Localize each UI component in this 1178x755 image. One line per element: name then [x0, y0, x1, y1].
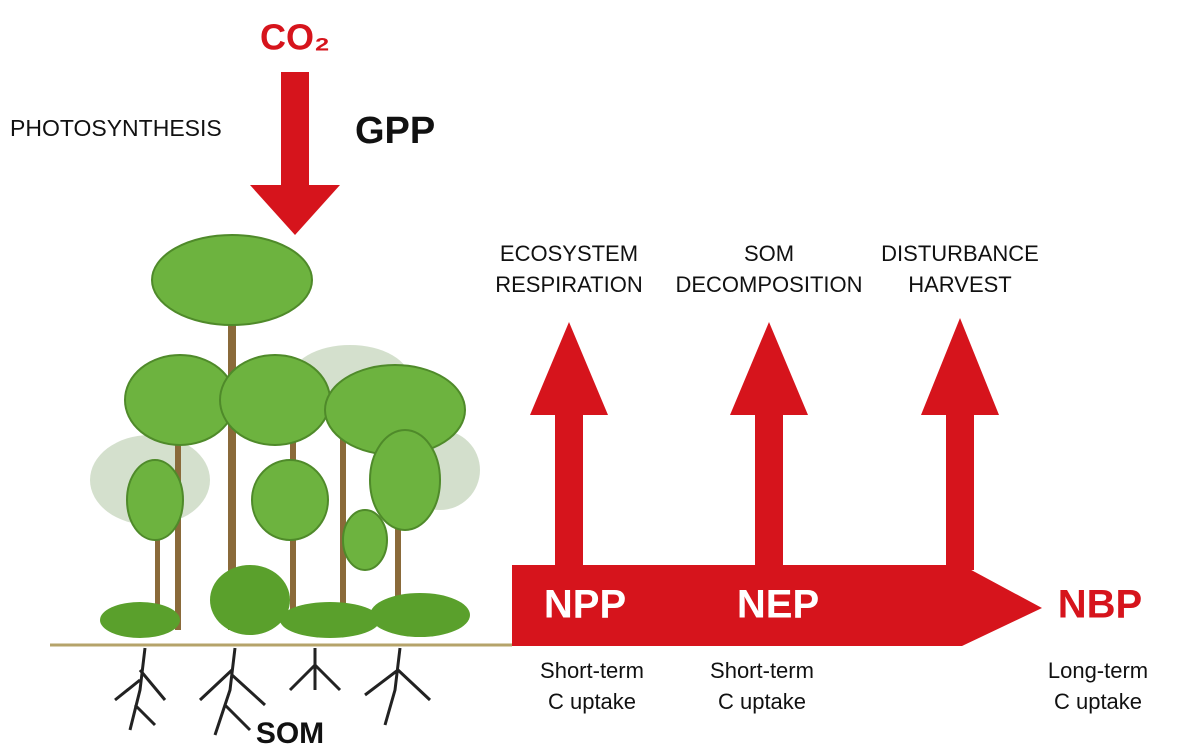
loss-label: ECOSYSTEM — [500, 241, 638, 266]
co2-label: CO₂ — [260, 17, 330, 58]
flux-note: Short-term — [540, 658, 644, 683]
loss-label: DISTURBANCE — [881, 241, 1039, 266]
flux-note: C uptake — [718, 689, 806, 714]
process-label: PHOTOSYNTHESIS — [10, 115, 222, 141]
flux-label: NEP — [737, 583, 819, 627]
flux-label: NBP — [1058, 583, 1142, 627]
loss-label: DECOMPOSITION — [675, 272, 862, 297]
gpp-label: GPP — [355, 110, 435, 152]
loss-label: SOM — [744, 241, 794, 266]
loss-label: RESPIRATION — [495, 272, 643, 297]
forest — [50, 235, 512, 645]
flux-note: C uptake — [548, 689, 636, 714]
flux-note: C uptake — [1054, 689, 1142, 714]
soil-label: SOM — [256, 717, 324, 750]
gpp-arrow — [250, 72, 340, 235]
loss-label: HARVEST — [908, 272, 1012, 297]
flux-note: Short-term — [710, 658, 814, 683]
flux-label: NPP — [544, 583, 626, 627]
diagram: CO₂ PHOTOSYNTHESIS GPP SOM ECOSYSTEM RESP… — [0, 0, 1178, 755]
flux-note: Long-term — [1048, 658, 1148, 683]
